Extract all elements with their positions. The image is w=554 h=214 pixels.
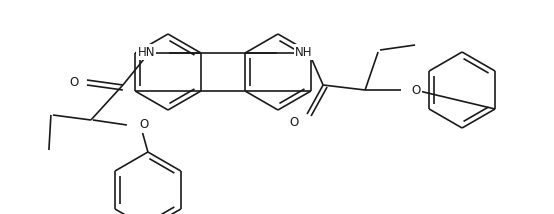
Text: O: O (139, 119, 148, 131)
Text: O: O (70, 76, 79, 89)
Text: O: O (411, 83, 420, 97)
Text: HN: HN (137, 46, 155, 58)
Text: NH: NH (295, 46, 312, 58)
Text: O: O (290, 116, 299, 128)
